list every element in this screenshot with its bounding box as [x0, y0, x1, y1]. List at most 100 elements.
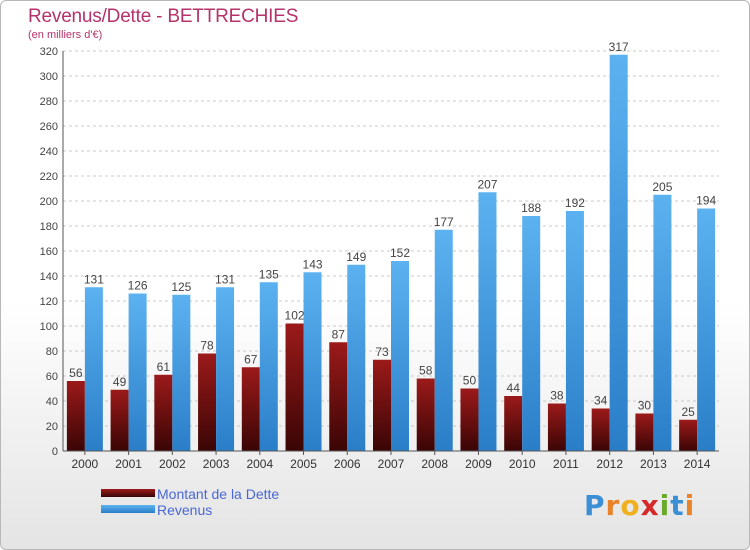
x-tick-label: 2008 [421, 457, 448, 471]
bar-revenue [478, 192, 497, 451]
bar-debt [329, 342, 348, 451]
y-tick-label: 40 [46, 396, 58, 408]
proxiti-logo: Proxiti [584, 489, 696, 522]
y-tick-label: 220 [40, 171, 58, 183]
y-tick-label: 280 [40, 96, 58, 108]
data-label-revenue: 177 [434, 215, 454, 229]
legend-swatch-debt [101, 489, 155, 497]
data-label-revenue: 143 [303, 257, 323, 271]
data-label-debt: 73 [375, 345, 389, 359]
data-label-debt: 50 [463, 374, 477, 388]
data-label-debt: 61 [157, 360, 171, 374]
x-tick-label: 2001 [115, 457, 142, 471]
bar-debt [110, 389, 129, 451]
bar-revenue [434, 229, 453, 451]
x-tick-label: 2009 [465, 457, 492, 471]
data-label-revenue: 149 [346, 250, 366, 264]
data-label-revenue: 194 [696, 194, 716, 208]
bar-revenue [128, 293, 147, 451]
bar-revenue [565, 211, 584, 451]
bar-revenue [609, 54, 628, 451]
x-tick-label: 2005 [290, 457, 317, 471]
x-tick-label: 2013 [640, 457, 667, 471]
data-label-revenue: 317 [609, 40, 629, 54]
bar-revenue [391, 261, 409, 451]
data-label-debt: 67 [244, 352, 258, 366]
y-tick-label: 120 [40, 296, 58, 308]
data-label-debt: 58 [419, 364, 433, 378]
data-label-revenue: 192 [565, 196, 585, 210]
data-label-debt: 87 [332, 327, 346, 341]
y-tick-label: 200 [40, 196, 58, 208]
y-tick-label: 260 [40, 121, 58, 133]
data-label-debt: 49 [113, 375, 127, 389]
bar-revenue [172, 294, 191, 451]
y-tick-label: 300 [40, 71, 58, 83]
data-label-debt: 102 [285, 309, 305, 323]
y-tick-label: 80 [46, 346, 58, 358]
bar-debt [547, 403, 566, 451]
x-tick-label: 2010 [509, 457, 536, 471]
legend-label-revenue: Revenus [157, 502, 213, 518]
x-tick-label: 2014 [684, 457, 711, 471]
data-label-revenue: 152 [390, 246, 410, 260]
x-tick-label: 2004 [246, 457, 273, 471]
bars-layer: 56 131 49 126 61 125 78 131 67 135 102 143 87 149 73 15… [66, 40, 716, 451]
bar-revenue [216, 287, 235, 451]
bar-revenue [653, 194, 672, 451]
y-tick-label: 100 [40, 321, 58, 333]
data-label-debt: 44 [507, 381, 521, 395]
x-tick-label: 2007 [378, 457, 405, 471]
data-label-debt: 25 [681, 405, 695, 419]
data-label-revenue: 131 [215, 272, 235, 286]
bar-revenue [303, 272, 322, 451]
data-label-revenue: 207 [477, 177, 497, 191]
y-tick-label: 0 [52, 446, 58, 458]
data-label-debt: 56 [69, 366, 83, 380]
x-tick-label: 2002 [159, 457, 186, 471]
data-label-debt: 30 [638, 399, 652, 413]
bar-debt [416, 378, 435, 451]
legend-label-debt: Montant de la Dette [157, 486, 280, 502]
x-tick-label: 2000 [72, 457, 99, 471]
bar-debt [285, 323, 304, 451]
bar-debt [460, 388, 479, 451]
y-tick-label: 140 [40, 271, 58, 283]
x-tick-label: 2003 [203, 457, 230, 471]
y-tick-label: 20 [46, 421, 58, 433]
bar-debt [635, 413, 654, 451]
bar-debt [198, 353, 217, 451]
data-label-revenue: 131 [84, 272, 104, 286]
bar-revenue [697, 208, 716, 451]
bar-revenue [259, 282, 278, 451]
y-tick-label: 160 [40, 246, 58, 258]
data-label-revenue: 205 [652, 180, 672, 194]
y-tick-label: 60 [46, 371, 58, 383]
axis-layer: 0 20 40 60 80 100 120 140 160 180 200 220 240 260 280 3… [40, 46, 719, 471]
data-label-revenue: 188 [521, 201, 541, 215]
y-tick-label: 180 [40, 221, 58, 233]
bar-revenue [84, 287, 103, 451]
data-label-debt: 34 [594, 394, 608, 408]
data-label-debt: 38 [550, 389, 564, 403]
bar-debt [373, 359, 391, 451]
x-tick-label: 2006 [334, 457, 361, 471]
bar-debt [241, 367, 260, 451]
bar-debt [591, 408, 610, 451]
bar-revenue [522, 216, 541, 451]
y-tick-label: 240 [40, 146, 58, 158]
data-label-revenue: 125 [171, 280, 191, 294]
data-label-debt: 78 [200, 339, 214, 353]
y-tick-label: 320 [40, 46, 58, 58]
x-tick-label: 2011 [553, 457, 579, 471]
bar-debt [504, 396, 523, 451]
data-label-revenue: 126 [128, 279, 148, 293]
bar-revenue [347, 264, 366, 451]
bar-debt [679, 419, 698, 451]
bar-debt [154, 374, 173, 451]
chart-title: Revenus/Dette - BETTRECHIES [28, 6, 299, 27]
data-label-revenue: 135 [259, 267, 279, 281]
x-tick-label: 2012 [596, 457, 623, 471]
